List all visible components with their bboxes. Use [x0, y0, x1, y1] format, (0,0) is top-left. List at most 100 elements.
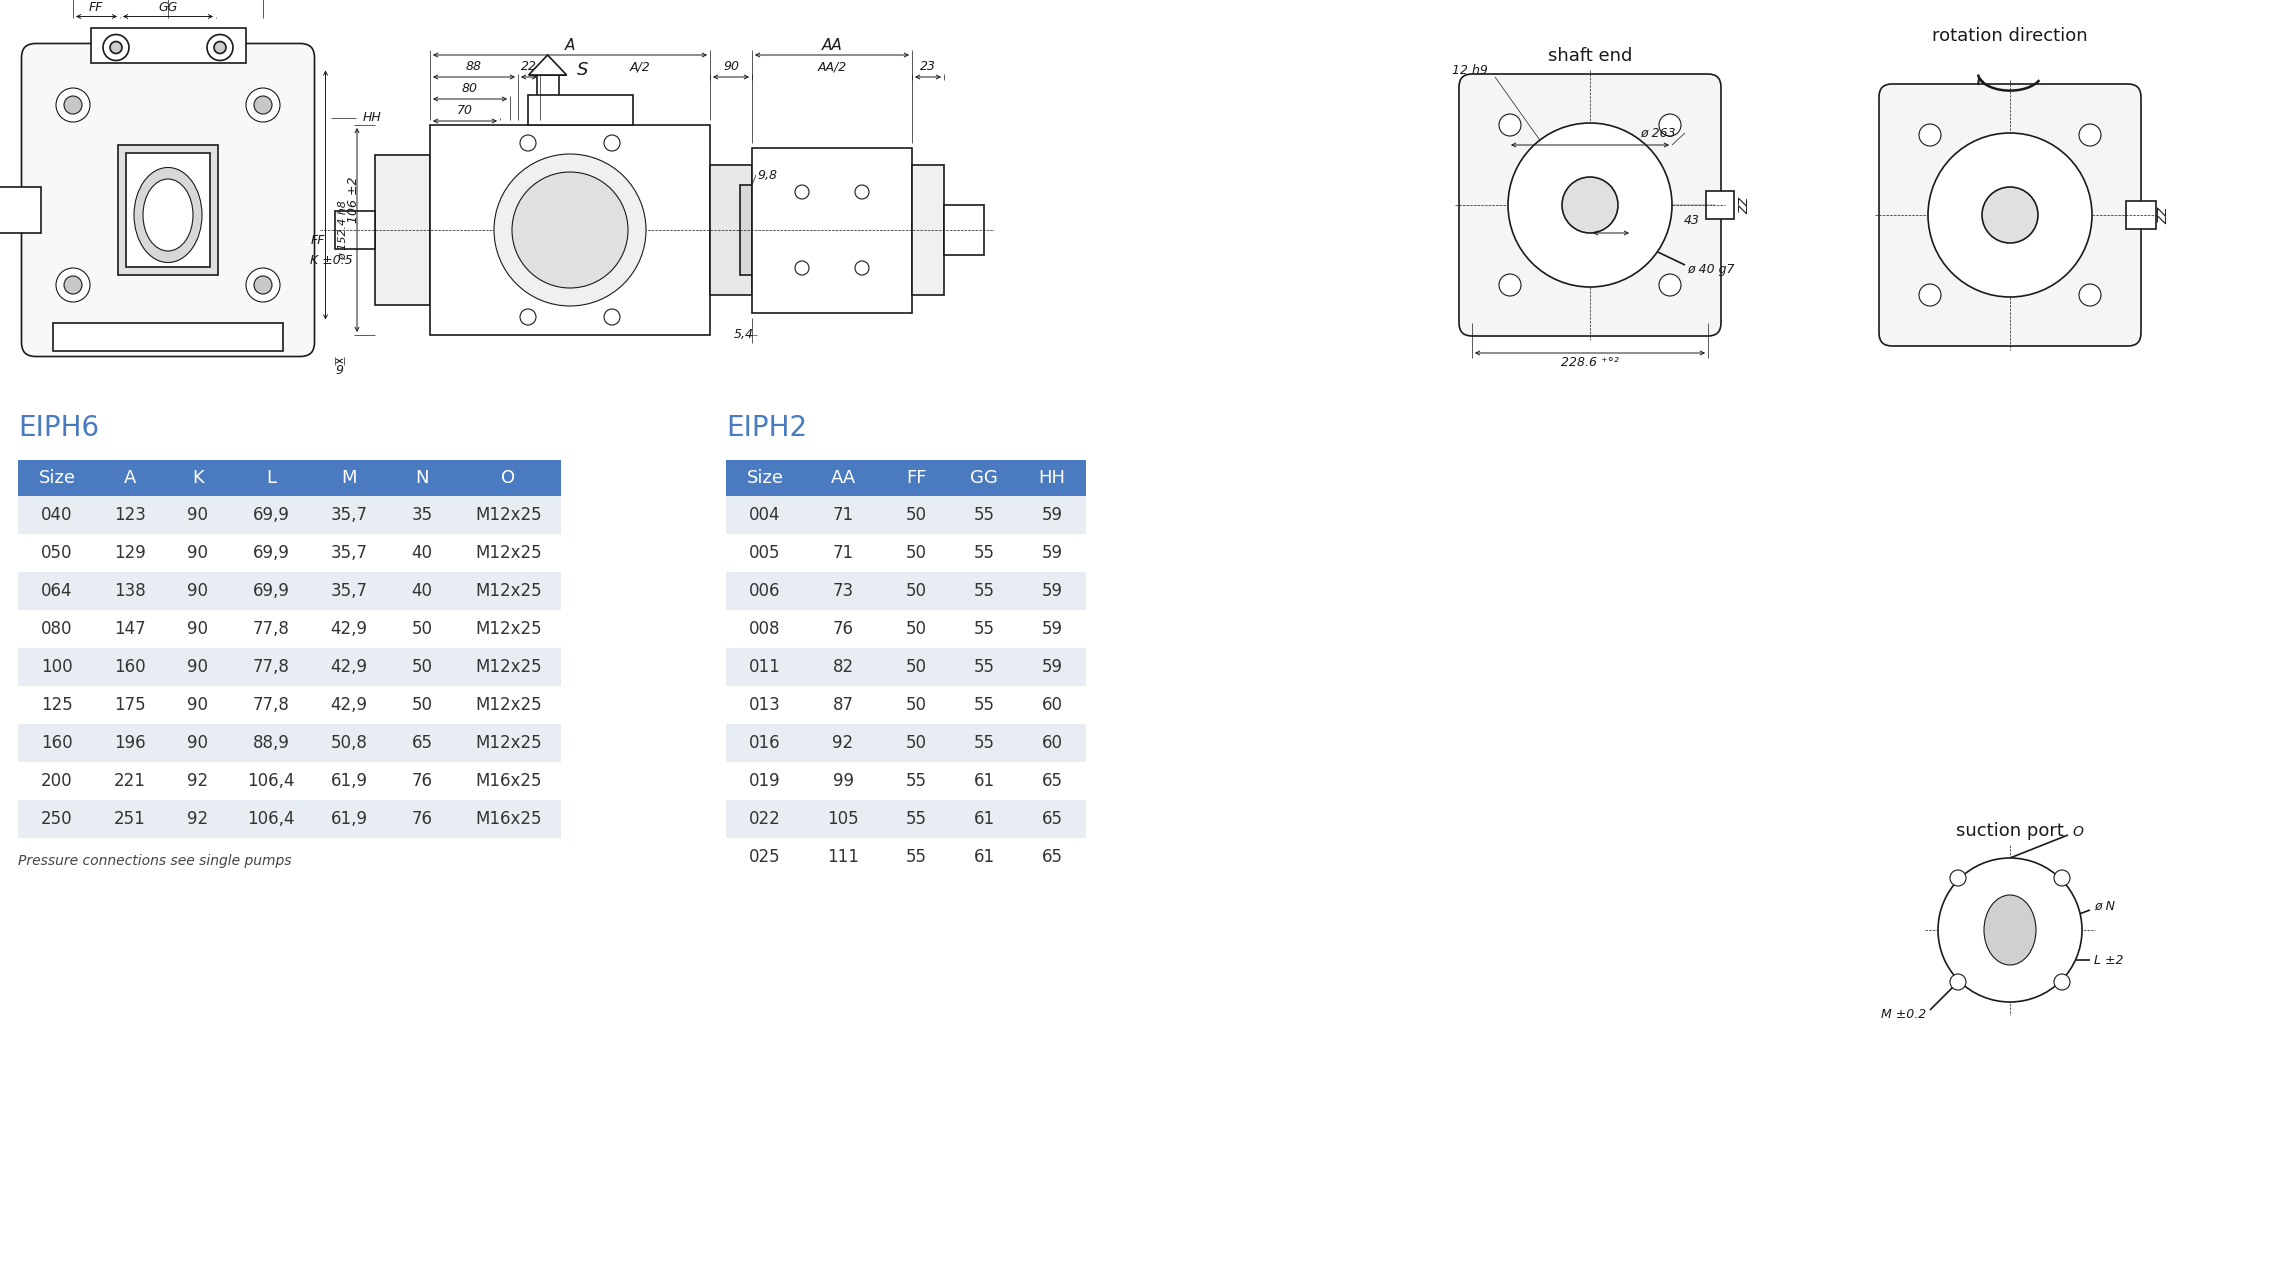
Text: Size: Size [39, 469, 75, 487]
Bar [1018, 460, 1086, 496]
Bar [752, 147, 911, 312]
Circle shape [214, 42, 225, 53]
Text: 55: 55 [972, 582, 995, 600]
Bar [389, 572, 457, 610]
Text: 60: 60 [1041, 696, 1063, 714]
Text: 106,4: 106,4 [248, 772, 295, 790]
Bar [457, 724, 561, 762]
Text: 59: 59 [1041, 658, 1063, 676]
Text: L ±2: L ±2 [2095, 954, 2124, 966]
Circle shape [245, 268, 279, 302]
Text: 76: 76 [411, 772, 432, 790]
Bar [804, 460, 882, 496]
Text: 88,9: 88,9 [252, 734, 289, 752]
Bar [389, 610, 457, 648]
Bar [18, 572, 95, 610]
Text: 90: 90 [189, 620, 209, 638]
Text: Pressure connections see single pumps: Pressure connections see single pumps [18, 855, 291, 869]
Circle shape [795, 261, 809, 275]
Text: HH: HH [364, 112, 382, 124]
Bar [232, 496, 309, 534]
Text: 080: 080 [41, 620, 73, 638]
Circle shape [1659, 274, 1681, 295]
Bar [95, 762, 164, 800]
Bar [727, 686, 804, 724]
Text: 040: 040 [41, 506, 73, 524]
Bar [309, 648, 389, 686]
Text: EIPH2: EIPH2 [727, 413, 807, 443]
Bar [2127, 202, 2156, 230]
Circle shape [2079, 124, 2102, 146]
Bar [232, 572, 309, 610]
Text: 92: 92 [186, 810, 209, 828]
Text: GG: GG [970, 469, 997, 487]
Text: 100: 100 [41, 658, 73, 676]
Bar [164, 800, 232, 838]
Bar [1706, 191, 1734, 219]
Text: 55: 55 [972, 544, 995, 562]
Text: 65: 65 [411, 734, 432, 752]
Text: 011: 011 [750, 658, 782, 676]
Text: 125: 125 [41, 696, 73, 714]
Text: 106 ±2: 106 ±2 [348, 176, 359, 223]
Bar [527, 95, 634, 126]
Bar [804, 686, 882, 724]
Bar [882, 534, 950, 572]
Text: 22: 22 [520, 61, 536, 74]
Bar [950, 610, 1018, 648]
Bar [232, 800, 309, 838]
Bar [389, 648, 457, 686]
Polygon shape [529, 75, 566, 113]
Circle shape [102, 34, 130, 61]
Text: 5,4: 5,4 [734, 328, 754, 341]
Bar [804, 724, 882, 762]
Bar [727, 610, 804, 648]
Bar [164, 534, 232, 572]
Text: N: N [416, 469, 429, 487]
Text: 9,8: 9,8 [757, 169, 777, 181]
Bar [804, 838, 882, 876]
Circle shape [1929, 133, 2093, 297]
Text: 050: 050 [41, 544, 73, 562]
Text: 70: 70 [457, 104, 473, 118]
Text: ø N: ø N [2095, 899, 2115, 913]
Bar [164, 686, 232, 724]
Bar [727, 534, 804, 572]
Text: M16x25: M16x25 [475, 772, 541, 790]
Bar [18, 686, 95, 724]
Text: FF: FF [89, 1, 102, 14]
Circle shape [520, 134, 536, 151]
Circle shape [64, 96, 82, 114]
Circle shape [854, 185, 868, 199]
Circle shape [511, 172, 627, 288]
Bar [309, 724, 389, 762]
Circle shape [1938, 858, 2081, 1002]
Bar [950, 762, 1018, 800]
Bar [334, 210, 375, 249]
Bar [95, 724, 164, 762]
Circle shape [245, 87, 279, 122]
Bar [95, 572, 164, 610]
Bar [882, 460, 950, 496]
Bar [389, 762, 457, 800]
Circle shape [207, 34, 234, 61]
Text: 61: 61 [972, 810, 995, 828]
Text: 019: 019 [750, 772, 782, 790]
Text: ZZ: ZZ [2158, 207, 2170, 223]
Text: 90: 90 [189, 506, 209, 524]
Text: GG: GG [159, 1, 177, 14]
Bar [457, 762, 561, 800]
Bar [950, 648, 1018, 686]
Text: 55: 55 [972, 620, 995, 638]
Bar [457, 534, 561, 572]
Text: ø 152.4 h8: ø 152.4 h8 [339, 200, 348, 260]
Text: 251: 251 [114, 810, 145, 828]
Circle shape [57, 87, 91, 122]
Text: 55: 55 [972, 506, 995, 524]
Text: 50: 50 [907, 696, 927, 714]
Text: 69,9: 69,9 [252, 506, 289, 524]
Text: 82: 82 [832, 658, 854, 676]
Text: 76: 76 [411, 810, 432, 828]
Bar [741, 185, 752, 275]
Text: 123: 123 [114, 506, 145, 524]
